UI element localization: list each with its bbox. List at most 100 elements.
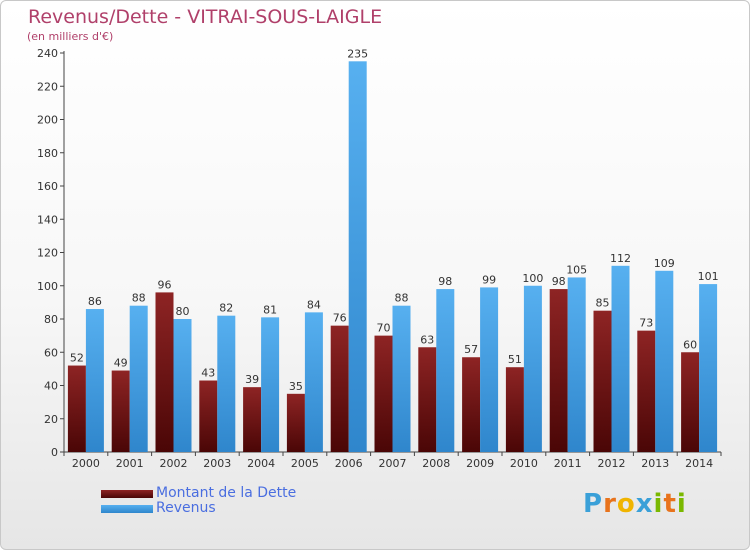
proxiti-logo: Proxiti — [583, 489, 687, 519]
logo-letter: i — [676, 489, 687, 519]
debt-bar — [593, 310, 612, 452]
debt-bar-value-label: 63 — [420, 333, 434, 346]
logo-letter: o — [616, 489, 636, 519]
debt-bar-value-label: 98 — [552, 275, 566, 288]
debt-bar — [330, 325, 349, 452]
debt-bar — [505, 367, 524, 452]
debt-bar — [462, 357, 481, 452]
revenus-bar-value-label: 80 — [176, 305, 190, 318]
debt-bar — [549, 289, 568, 452]
revenus-bar — [348, 61, 367, 452]
debt-bar — [243, 387, 262, 452]
y-tick-label: 120 — [37, 247, 58, 260]
x-tick-label: 2000 — [72, 457, 100, 470]
x-tick-label: 2001 — [116, 457, 144, 470]
y-tick-label: 40 — [44, 380, 58, 393]
debt-bar — [111, 370, 130, 452]
revenus-bar — [699, 284, 718, 452]
chart-title: Revenus/Dette - VITRAI-SOUS-LAIGLE — [28, 6, 383, 28]
y-tick-label: 220 — [37, 80, 58, 93]
debt-bar-value-label: 57 — [464, 343, 478, 356]
logo-letter: i — [653, 489, 664, 519]
debt-bar — [199, 380, 218, 452]
x-tick-label: 2010 — [510, 457, 538, 470]
x-tick-label: 2005 — [291, 457, 319, 470]
revenus-bar-value-label: 112 — [610, 252, 631, 265]
y-tick-label: 180 — [37, 147, 58, 160]
debt-bar-value-label: 39 — [245, 373, 259, 386]
x-tick-label: 2002 — [160, 457, 188, 470]
x-tick-label: 2013 — [641, 457, 669, 470]
revenus-bar-value-label: 88 — [132, 292, 146, 305]
logo-letter: x — [635, 489, 654, 519]
x-tick-label: 2008 — [422, 457, 450, 470]
revenus-bar-value-label: 98 — [438, 275, 452, 288]
x-tick-label: 2003 — [203, 457, 231, 470]
y-tick-label: 0 — [51, 446, 58, 459]
debt-bar-value-label: 70 — [377, 322, 391, 335]
debt-bar-value-label: 43 — [201, 367, 215, 380]
logo-letter: r — [603, 489, 617, 519]
revenus-bar-value-label: 100 — [522, 272, 543, 285]
y-tick-label: 160 — [37, 180, 58, 193]
debt-bar — [374, 335, 393, 452]
revenus-bar-value-label: 82 — [219, 302, 233, 315]
revenus-bar-value-label: 101 — [698, 270, 719, 283]
x-tick-label: 2014 — [685, 457, 713, 470]
debt-bar-value-label: 76 — [333, 312, 347, 325]
revenus-bar — [85, 309, 104, 452]
legend-swatch-debt — [101, 490, 153, 498]
y-tick-label: 60 — [44, 346, 58, 359]
revenus-bar — [129, 305, 148, 452]
x-tick-label: 2011 — [554, 457, 582, 470]
x-tick-label: 2009 — [466, 457, 494, 470]
revenus-bar-value-label: 88 — [395, 292, 409, 305]
revenus-bar-value-label: 84 — [307, 298, 321, 311]
revenus-bar — [567, 277, 586, 452]
revenus-bar — [304, 312, 323, 452]
revenus-bar — [480, 287, 499, 452]
y-tick-label: 240 — [37, 47, 58, 60]
debt-bar — [67, 365, 86, 452]
logo-letter: P — [583, 489, 604, 519]
debt-bar — [155, 292, 174, 452]
revenus-bar-value-label: 81 — [263, 303, 277, 316]
y-tick-label: 200 — [37, 114, 58, 127]
chart-bars — [67, 61, 718, 452]
revenus-bar — [523, 285, 542, 452]
y-tick-label: 20 — [44, 413, 58, 426]
revenus-bar-value-label: 109 — [654, 257, 675, 270]
debt-bar-value-label: 52 — [70, 352, 84, 365]
y-tick-label: 140 — [37, 213, 58, 226]
legend-swatch-revenus — [101, 505, 153, 513]
debt-bar-value-label: 49 — [114, 357, 128, 370]
revenus-bar — [392, 305, 411, 452]
y-tick-label: 100 — [37, 280, 58, 293]
revenus-bar-value-label: 105 — [566, 263, 587, 276]
debt-bar — [681, 352, 700, 452]
chart-data-labels: 52 49 96 43 39 35 76 70 63 57 51 98 85 73 60 86 88 80 82 81… — [70, 47, 719, 393]
debt-bar — [637, 330, 656, 452]
revenus-bar — [611, 265, 630, 452]
revenus-bar — [173, 319, 192, 452]
x-tick-label: 2004 — [247, 457, 275, 470]
revenus-bar — [436, 289, 455, 452]
revenus-bar — [655, 270, 674, 452]
revenus-bar — [261, 317, 280, 452]
legend-label-debt: Montant de la Dette — [156, 485, 297, 501]
chart-subtitle: (en milliers d'€) — [27, 30, 114, 43]
debt-bar-value-label: 73 — [639, 317, 653, 330]
debt-bar — [286, 393, 305, 452]
debt-bar-value-label: 60 — [683, 338, 697, 351]
x-tick-label: 2006 — [335, 457, 363, 470]
revenus-bar-value-label: 235 — [347, 47, 368, 60]
revenus-bar-value-label: 99 — [482, 273, 496, 286]
logo-letter: t — [663, 489, 677, 519]
debt-bar — [418, 347, 437, 452]
x-tick-label: 2012 — [598, 457, 626, 470]
y-tick-label: 80 — [44, 313, 58, 326]
debt-bar-value-label: 51 — [508, 353, 522, 366]
debt-bar-value-label: 96 — [158, 278, 172, 291]
